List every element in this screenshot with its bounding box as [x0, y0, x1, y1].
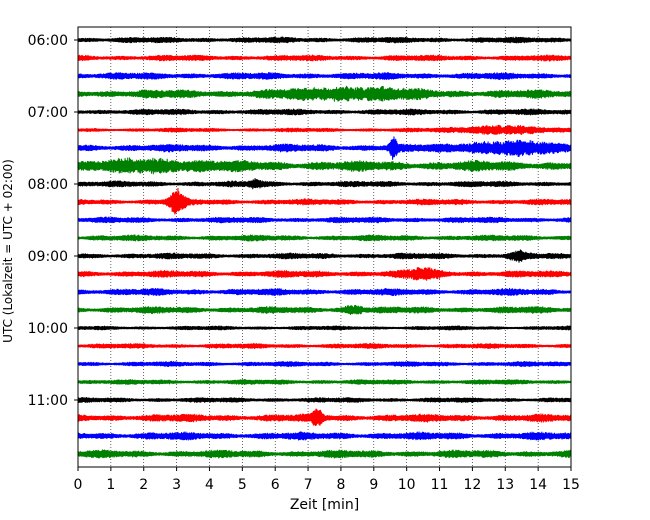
trace-1030 — [77, 360, 572, 368]
trace-0830 — [77, 216, 572, 224]
x-tick-label: 15 — [562, 477, 580, 493]
x-tick-label: 1 — [106, 477, 115, 493]
x-tick-label: 5 — [238, 477, 247, 493]
trace-0615 — [77, 54, 572, 62]
x-axis-title: Zeit [min] — [290, 497, 359, 513]
trace-1045 — [77, 379, 572, 385]
trace-0630 — [77, 72, 572, 81]
y-axis: 06:00 07:00 08:00 09:00 10:00 11:00 — [28, 33, 78, 409]
trace-0845 — [77, 234, 572, 242]
x-tick-label: 10 — [398, 477, 416, 493]
vertical-grid — [110, 27, 539, 467]
trace-0645 — [77, 85, 572, 102]
y-tick-label: 06:00 — [28, 33, 68, 49]
trace-0745 — [77, 157, 572, 175]
y-tick-label: 07:00 — [28, 105, 68, 121]
trace-0815 — [77, 187, 572, 215]
y-axis-title: UTC (Lokalzeit = UTC + 02:00) — [1, 159, 15, 343]
x-tick-label: 9 — [369, 477, 378, 493]
x-tick-label: 3 — [172, 477, 181, 493]
trace-0700 — [77, 108, 572, 116]
x-tick-label: 7 — [304, 477, 313, 493]
y-tick-label: 10:00 — [28, 321, 68, 337]
x-tick-label: 14 — [529, 477, 547, 493]
x-tick-label: 6 — [271, 477, 280, 493]
x-tick-label: 8 — [336, 477, 345, 493]
trace-1130 — [77, 431, 572, 441]
trace-0715 — [77, 124, 572, 136]
y-tick-label: 08:00 — [28, 177, 68, 193]
x-tick-label: 13 — [496, 477, 514, 493]
y-tick-label: 09:00 — [28, 249, 68, 265]
trace-0900 — [77, 249, 572, 263]
trace-group — [77, 36, 572, 459]
x-tick-label: 0 — [74, 477, 83, 493]
x-tick-label: 12 — [463, 477, 481, 493]
y-tick-label: 11:00 — [28, 393, 68, 409]
trace-0730 — [77, 136, 572, 160]
x-tick-label: 4 — [205, 477, 214, 493]
trace-0600 — [77, 36, 572, 44]
trace-1145 — [77, 449, 572, 459]
x-tick-label: 2 — [139, 477, 148, 493]
trace-0800 — [77, 178, 572, 190]
trace-1115 — [77, 408, 572, 427]
plot-frame — [77, 26, 572, 468]
x-axis: 0 1 2 3 4 5 6 7 8 9 10 11 12 13 14 15 — [74, 467, 580, 493]
trace-1000 — [77, 325, 572, 331]
trace-0915 — [77, 266, 572, 281]
trace-1100 — [77, 396, 572, 403]
trace-0930 — [77, 287, 572, 297]
trace-0945 — [77, 304, 572, 316]
x-tick-label: 11 — [431, 477, 449, 493]
trace-1015 — [77, 343, 572, 349]
